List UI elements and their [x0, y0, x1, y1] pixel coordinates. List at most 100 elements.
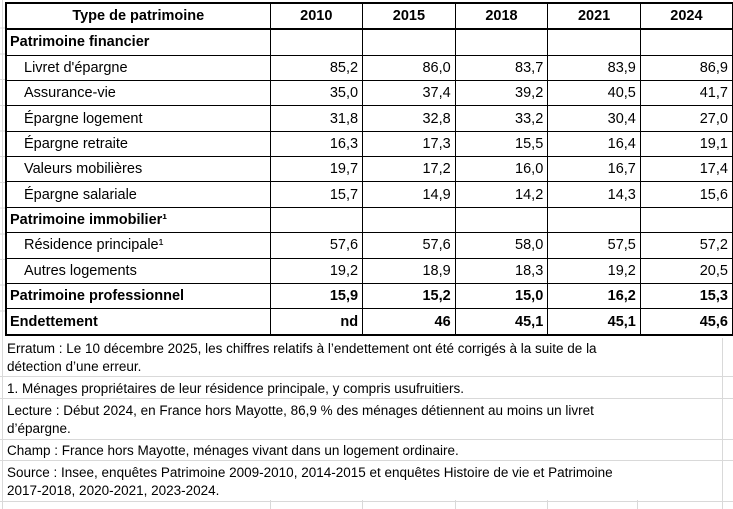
row-label: Assurance-vie: [5, 79, 271, 107]
value-cell: 19,2: [547, 257, 641, 284]
table-row: Patrimoine professionnel 15,9 15,2 15,0 16,2…: [5, 282, 733, 310]
value-cell: 45,1: [547, 308, 641, 336]
note-line: Champ : France hors Mayotte, ménages viv…: [7, 443, 459, 459]
value-cell: 15,0: [454, 282, 549, 310]
table-row: Valeurs mobilières 19,7 17,2 16,0 16,7 17,4: [5, 156, 733, 183]
value-cell: 40,5: [547, 79, 641, 107]
note-line: Erratum : Le 10 décembre 2025, les chiff…: [7, 340, 597, 356]
gridline-bottom-stub: [455, 500, 456, 509]
value-cell: 19,1: [639, 130, 733, 158]
column-header-year-2010: 2010: [269, 2, 364, 30]
value-cell: 16,0: [454, 156, 549, 183]
value-cell: [454, 28, 549, 56]
value-cell: 17,4: [639, 156, 733, 183]
column-header-year-2024: 2024: [639, 2, 733, 30]
column-header-type: Type de patrimoine: [5, 2, 271, 30]
note-line: détection d’une erreur.: [7, 358, 142, 374]
value-cell: 17,2: [362, 156, 456, 183]
value-cell: [639, 206, 733, 234]
value-cell: 15,3: [639, 282, 733, 310]
value-cell: 16,2: [547, 282, 641, 310]
gridline-footer-column: [722, 338, 723, 509]
value-cell: 32,8: [362, 105, 456, 132]
value-cell: 18,3: [454, 257, 549, 284]
table-row: Épargne logement 31,8 32,8 33,2 30,4 27,0: [5, 105, 733, 132]
value-cell: 35,0: [269, 79, 364, 107]
value-cell: [639, 28, 733, 56]
table-row: Patrimoine immobilier¹: [5, 206, 733, 234]
value-cell: 57,5: [547, 232, 641, 259]
row-label: Épargne retraite: [5, 130, 271, 158]
row-label: Patrimoine financier: [5, 28, 271, 56]
value-cell: [547, 28, 641, 56]
value-cell: 86,9: [639, 54, 733, 81]
value-cell: 15,7: [269, 181, 364, 208]
row-label: Livret d'épargne: [5, 54, 271, 81]
table-row: Endettement nd 46 45,1 45,1 45,6: [5, 308, 733, 336]
value-cell: 57,6: [269, 232, 364, 259]
row-label: Autres logements: [5, 257, 271, 284]
row-label: Patrimoine immobilier¹: [5, 206, 271, 234]
erratum-note: Erratum : Le 10 décembre 2025, les chiff…: [0, 337, 733, 378]
value-cell: 15,5: [454, 130, 549, 158]
value-cell: 15,6: [639, 181, 733, 208]
value-cell: 18,9: [362, 257, 456, 284]
value-cell: 46: [362, 308, 456, 336]
gridline-row-stubs: [0, 3, 5, 336]
value-cell: 14,2: [454, 181, 549, 208]
table-row: Patrimoine financier: [5, 28, 733, 56]
footnote-definition: 1. Ménages propriétaires de leur résiden…: [0, 377, 733, 400]
value-cell: 41,7: [639, 79, 733, 107]
column-header-year-2021: 2021: [547, 2, 641, 30]
table-header-row: Type de patrimoine 2010 2015 2018 2021 2…: [5, 2, 733, 30]
value-cell: 14,3: [547, 181, 641, 208]
note-line: Lecture : Début 2024, en France hors May…: [7, 402, 594, 418]
value-cell: 57,6: [362, 232, 456, 259]
value-cell: 83,7: [454, 54, 549, 81]
value-cell: [269, 206, 364, 234]
value-cell: 85,2: [269, 54, 364, 81]
value-cell: 16,4: [547, 130, 641, 158]
value-cell: 19,2: [269, 257, 364, 284]
value-cell: 27,0: [639, 105, 733, 132]
column-header-year-2018: 2018: [454, 2, 549, 30]
value-cell: 17,3: [362, 130, 456, 158]
row-label: Résidence principale¹: [5, 232, 271, 259]
table-row: Résidence principale¹ 57,6 57,6 58,0 57,5 57,…: [5, 232, 733, 259]
table-row: Épargne salariale 15,7 14,9 14,2 14,3 15,6: [5, 181, 733, 208]
note-line: 1. Ménages propriétaires de leur résiden…: [7, 380, 464, 396]
column-header-year-2015: 2015: [362, 2, 456, 30]
row-label: Épargne logement: [5, 105, 271, 132]
row-label: Patrimoine professionnel: [5, 282, 271, 310]
value-cell: 16,3: [269, 130, 364, 158]
value-cell: 16,7: [547, 156, 641, 183]
table-row: Assurance-vie 35,0 37,4 39,2 40,5 41,7: [5, 79, 733, 107]
value-cell: [269, 28, 364, 56]
value-cell: [454, 206, 549, 234]
gridline-bottom-stub: [270, 500, 271, 509]
value-cell: 33,2: [454, 105, 549, 132]
note-line: 2017-2018, 2020-2021, 2023-2024.: [7, 483, 220, 499]
gridline-bottom-stub: [362, 500, 363, 509]
value-cell: 31,8: [269, 105, 364, 132]
value-cell: 15,9: [269, 282, 364, 310]
row-label: Endettement: [5, 308, 271, 336]
table-row: Épargne retraite 16,3 17,3 15,5 16,4 19,1: [5, 130, 733, 158]
source-note: Source : Insee, enquêtes Patrimoine 2009…: [0, 461, 733, 502]
note-line: d’épargne.: [7, 421, 71, 437]
value-cell: 83,9: [547, 54, 641, 81]
value-cell: 45,1: [454, 308, 549, 336]
patrimoine-table: Type de patrimoine 2010 2015 2018 2021 2…: [5, 2, 733, 336]
value-cell: 45,6: [639, 308, 733, 336]
gridline-bottom-stub: [547, 500, 548, 509]
row-label: Valeurs mobilières: [5, 156, 271, 183]
value-cell: [547, 206, 641, 234]
value-cell: 39,2: [454, 79, 549, 107]
row-label: Épargne salariale: [5, 181, 271, 208]
value-cell: [362, 28, 456, 56]
gridline-bottom-stub: [637, 500, 638, 509]
lecture-note: Lecture : Début 2024, en France hors May…: [0, 399, 733, 440]
value-cell: 86,0: [362, 54, 456, 81]
table-row: Livret d'épargne 85,2 86,0 83,7 83,9 86,9: [5, 54, 733, 81]
